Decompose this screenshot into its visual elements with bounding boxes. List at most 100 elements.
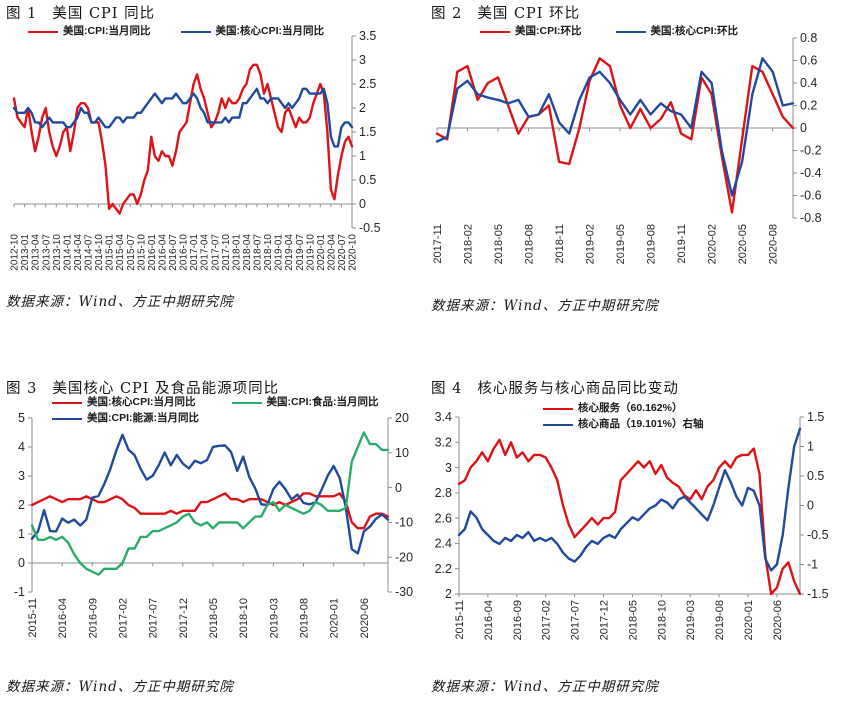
svg-text:1: 1 xyxy=(807,440,814,454)
svg-text:-0.6: -0.6 xyxy=(800,189,822,203)
svg-text:2018-05: 2018-05 xyxy=(208,598,220,638)
svg-text:0.5: 0.5 xyxy=(807,469,824,483)
svg-text:0.5: 0.5 xyxy=(359,173,376,187)
svg-text:2013-01: 2013-01 xyxy=(20,234,31,271)
svg-text:1.5: 1.5 xyxy=(359,125,376,139)
figure-4-data-source: 数据来源：Wind、方正中期研究院 xyxy=(431,679,659,695)
svg-text:2015-10: 2015-10 xyxy=(136,234,147,271)
svg-text:2.6: 2.6 xyxy=(435,511,452,525)
svg-text:2018-10: 2018-10 xyxy=(656,600,668,640)
legend-line-swatch xyxy=(543,407,573,410)
svg-text:2017-07: 2017-07 xyxy=(210,234,221,271)
svg-text:2016-04: 2016-04 xyxy=(57,598,69,638)
svg-text:2013-10: 2013-10 xyxy=(52,234,63,271)
svg-text:2018-02: 2018-02 xyxy=(462,224,474,264)
legend-line-swatch xyxy=(52,401,82,404)
legend-item: 美国:CPI:能源:当月同比 xyxy=(52,411,199,426)
svg-text:3.5: 3.5 xyxy=(359,29,376,43)
svg-text:2019-05: 2019-05 xyxy=(615,224,627,264)
legend-item: 美国:CPI:当月同比 xyxy=(28,24,151,39)
svg-text:2017-07: 2017-07 xyxy=(148,598,160,638)
legend-line-swatch xyxy=(543,423,573,426)
svg-text:2019-08: 2019-08 xyxy=(714,600,726,640)
svg-text:-0.4: -0.4 xyxy=(800,166,822,180)
svg-text:-0.5: -0.5 xyxy=(807,528,829,542)
svg-text:2018-05: 2018-05 xyxy=(627,600,639,640)
svg-text:2014-07: 2014-07 xyxy=(84,234,95,271)
figure-number: 图 2 xyxy=(431,6,463,22)
svg-text:2019-04: 2019-04 xyxy=(284,234,295,271)
svg-text:3: 3 xyxy=(18,469,25,483)
svg-text:2019-10: 2019-10 xyxy=(305,234,316,271)
svg-text:2014-04: 2014-04 xyxy=(73,234,84,271)
figure-3-legend: 美国:核心CPI:当月同比 美国:CPI:食品:当月同比美国:CPI:能源:当月同… xyxy=(52,395,379,426)
legend-item: 美国:CPI:食品:当月同比 xyxy=(231,395,379,410)
svg-text:0.8: 0.8 xyxy=(800,31,817,45)
svg-text:2020-01: 2020-01 xyxy=(316,234,327,271)
figure-4-title: 图 4 核心服务与核心商品同比变动 xyxy=(431,377,679,398)
svg-text:0: 0 xyxy=(800,121,807,135)
figure-name: 美国 CPI 同比 xyxy=(52,6,156,22)
legend-line-swatch xyxy=(231,401,262,404)
svg-text:-20: -20 xyxy=(395,550,413,564)
svg-text:2019-01: 2019-01 xyxy=(274,234,285,271)
svg-text:2: 2 xyxy=(445,587,452,601)
svg-text:-0.2: -0.2 xyxy=(800,144,822,158)
svg-text:2017-02: 2017-02 xyxy=(117,598,129,638)
svg-text:2014-01: 2014-01 xyxy=(62,234,73,271)
svg-text:2014-10: 2014-10 xyxy=(94,234,105,271)
legend-label: 美国:CPI:当月同比 xyxy=(63,25,151,37)
figure-number: 图 4 xyxy=(431,381,463,397)
svg-text:2017-12: 2017-12 xyxy=(178,598,190,638)
svg-text:2016-04: 2016-04 xyxy=(158,234,169,271)
legend-line-swatch xyxy=(180,30,211,33)
figure-2-data-source: 数据来源：Wind、方正中期研究院 xyxy=(431,298,659,314)
svg-text:2015-11: 2015-11 xyxy=(454,600,466,640)
svg-text:2020-08: 2020-08 xyxy=(768,224,780,264)
svg-text:2.8: 2.8 xyxy=(435,486,452,500)
svg-text:2018-01: 2018-01 xyxy=(231,234,242,271)
svg-text:2017-10: 2017-10 xyxy=(221,234,232,271)
svg-text:2016-09: 2016-09 xyxy=(87,598,99,638)
figure-2-chart-canvas: 0.8 0.6 0.4 0.2 0 -0.2 -0.4 -0.6 -0.8 2017-11 2018… xyxy=(432,31,822,264)
svg-text:2020-05: 2020-05 xyxy=(737,224,749,264)
figure-3-title: 图 3 美国核心 CPI 及食品能源项同比 xyxy=(6,377,279,398)
figure-number: 图 1 xyxy=(6,6,38,22)
figure-name: 核心服务与核心商品同比变动 xyxy=(477,381,679,397)
svg-text:2020-01: 2020-01 xyxy=(743,600,755,640)
svg-text:2.4: 2.4 xyxy=(435,537,452,551)
figure-4-panel: 图 4 核心服务与核心商品同比变动 3.4 3.2 3 2.8 2.6 2.4 2.2 2 1.5… xyxy=(425,375,850,703)
svg-text:0: 0 xyxy=(18,556,25,570)
figure-4-chart-canvas: 3.4 3.2 3 2.8 2.6 2.4 2.2 2 1.5 1 0.5 0 -0.5 -1 -1.5 20… xyxy=(435,410,829,640)
svg-text:2020-06: 2020-06 xyxy=(772,600,784,640)
svg-text:2: 2 xyxy=(359,101,366,115)
svg-text:3: 3 xyxy=(445,461,452,475)
svg-text:0.6: 0.6 xyxy=(800,54,817,68)
svg-text:2016-10: 2016-10 xyxy=(179,234,190,271)
legend-label: 美国:核心CPI:当月同比 xyxy=(87,396,196,408)
figure-3-panel: 图 3 美国核心 CPI 及食品能源项同比 5 4 3 2 1 0 -1 20 10 0 -10 -20… xyxy=(0,375,425,703)
svg-text:0.4: 0.4 xyxy=(800,76,817,90)
svg-text:3: 3 xyxy=(359,53,366,67)
svg-text:1: 1 xyxy=(359,149,366,163)
legend-line-swatch xyxy=(615,30,646,33)
svg-text:2020-04: 2020-04 xyxy=(327,234,338,271)
svg-text:2018-07: 2018-07 xyxy=(253,234,264,271)
svg-text:2016-07: 2016-07 xyxy=(168,234,179,271)
figure-2-legend: 美国:CPI:环比 美国:核心CPI:环比 xyxy=(425,24,793,39)
legend-label: 美国:CPI:食品:当月同比 xyxy=(266,396,379,408)
legend-label: 美国:核心CPI:当月同比 xyxy=(215,25,325,37)
svg-text:1: 1 xyxy=(18,527,25,541)
svg-text:2018-10: 2018-10 xyxy=(263,234,274,271)
figure-1-panel: 图 1 美国 CPI 同比 3.5 3 2.5 2 1.5 1 0.5 0 -0.5 2012-10… xyxy=(0,0,425,320)
svg-text:1.5: 1.5 xyxy=(807,410,824,424)
legend-item: 美国:核心CPI:环比 xyxy=(615,24,738,39)
figure-3-data-source: 数据来源：Wind、方正中期研究院 xyxy=(6,679,234,695)
svg-text:2013-07: 2013-07 xyxy=(41,234,52,271)
svg-text:2015-01: 2015-01 xyxy=(105,234,116,271)
legend-label: 美国:CPI:环比 xyxy=(515,25,582,37)
svg-text:2018-11: 2018-11 xyxy=(554,224,566,264)
legend-label: 核心商品（19.101%）右轴 xyxy=(578,418,704,430)
